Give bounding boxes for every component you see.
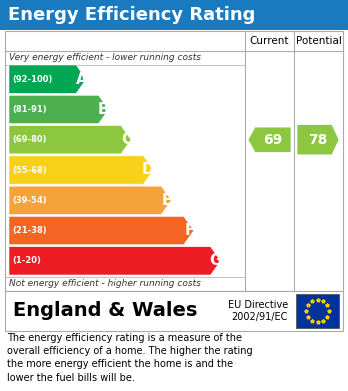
Text: (92-100): (92-100) bbox=[12, 75, 53, 84]
Polygon shape bbox=[9, 186, 171, 214]
Polygon shape bbox=[9, 95, 109, 124]
Text: Not energy efficient - higher running costs: Not energy efficient - higher running co… bbox=[9, 280, 201, 289]
Polygon shape bbox=[9, 65, 86, 93]
Text: England & Wales: England & Wales bbox=[13, 301, 197, 321]
Text: D: D bbox=[142, 163, 155, 178]
Text: G: G bbox=[209, 253, 222, 268]
Text: C: C bbox=[121, 132, 132, 147]
Bar bbox=[296, 294, 339, 328]
Polygon shape bbox=[9, 156, 153, 184]
Bar bbox=[5, 291, 343, 331]
Text: 69: 69 bbox=[263, 133, 282, 147]
Text: EU Directive
2002/91/EC: EU Directive 2002/91/EC bbox=[228, 300, 288, 322]
Text: Very energy efficient - lower running costs: Very energy efficient - lower running co… bbox=[9, 54, 201, 63]
Text: Energy Efficiency Rating: Energy Efficiency Rating bbox=[8, 6, 255, 24]
Text: (55-68): (55-68) bbox=[12, 165, 47, 174]
Text: F: F bbox=[184, 223, 195, 238]
Text: (69-80): (69-80) bbox=[12, 135, 47, 144]
Text: B: B bbox=[98, 102, 110, 117]
Bar bbox=[5, 31, 343, 291]
Text: A: A bbox=[76, 72, 87, 87]
Text: The energy efficiency rating is a measure of the
overall efficiency of a home. T: The energy efficiency rating is a measur… bbox=[7, 333, 253, 383]
Text: 78: 78 bbox=[308, 133, 328, 147]
Polygon shape bbox=[9, 247, 221, 275]
Bar bbox=[0, 0, 348, 30]
Polygon shape bbox=[297, 125, 339, 155]
Polygon shape bbox=[248, 127, 291, 152]
Text: (1-20): (1-20) bbox=[12, 256, 41, 265]
Text: Current: Current bbox=[250, 36, 289, 46]
Text: (21-38): (21-38) bbox=[12, 226, 47, 235]
Text: E: E bbox=[162, 193, 172, 208]
Polygon shape bbox=[9, 126, 131, 154]
Text: Potential: Potential bbox=[295, 36, 341, 46]
Polygon shape bbox=[9, 217, 194, 245]
Text: (81-91): (81-91) bbox=[12, 105, 47, 114]
Text: (39-54): (39-54) bbox=[12, 196, 47, 205]
